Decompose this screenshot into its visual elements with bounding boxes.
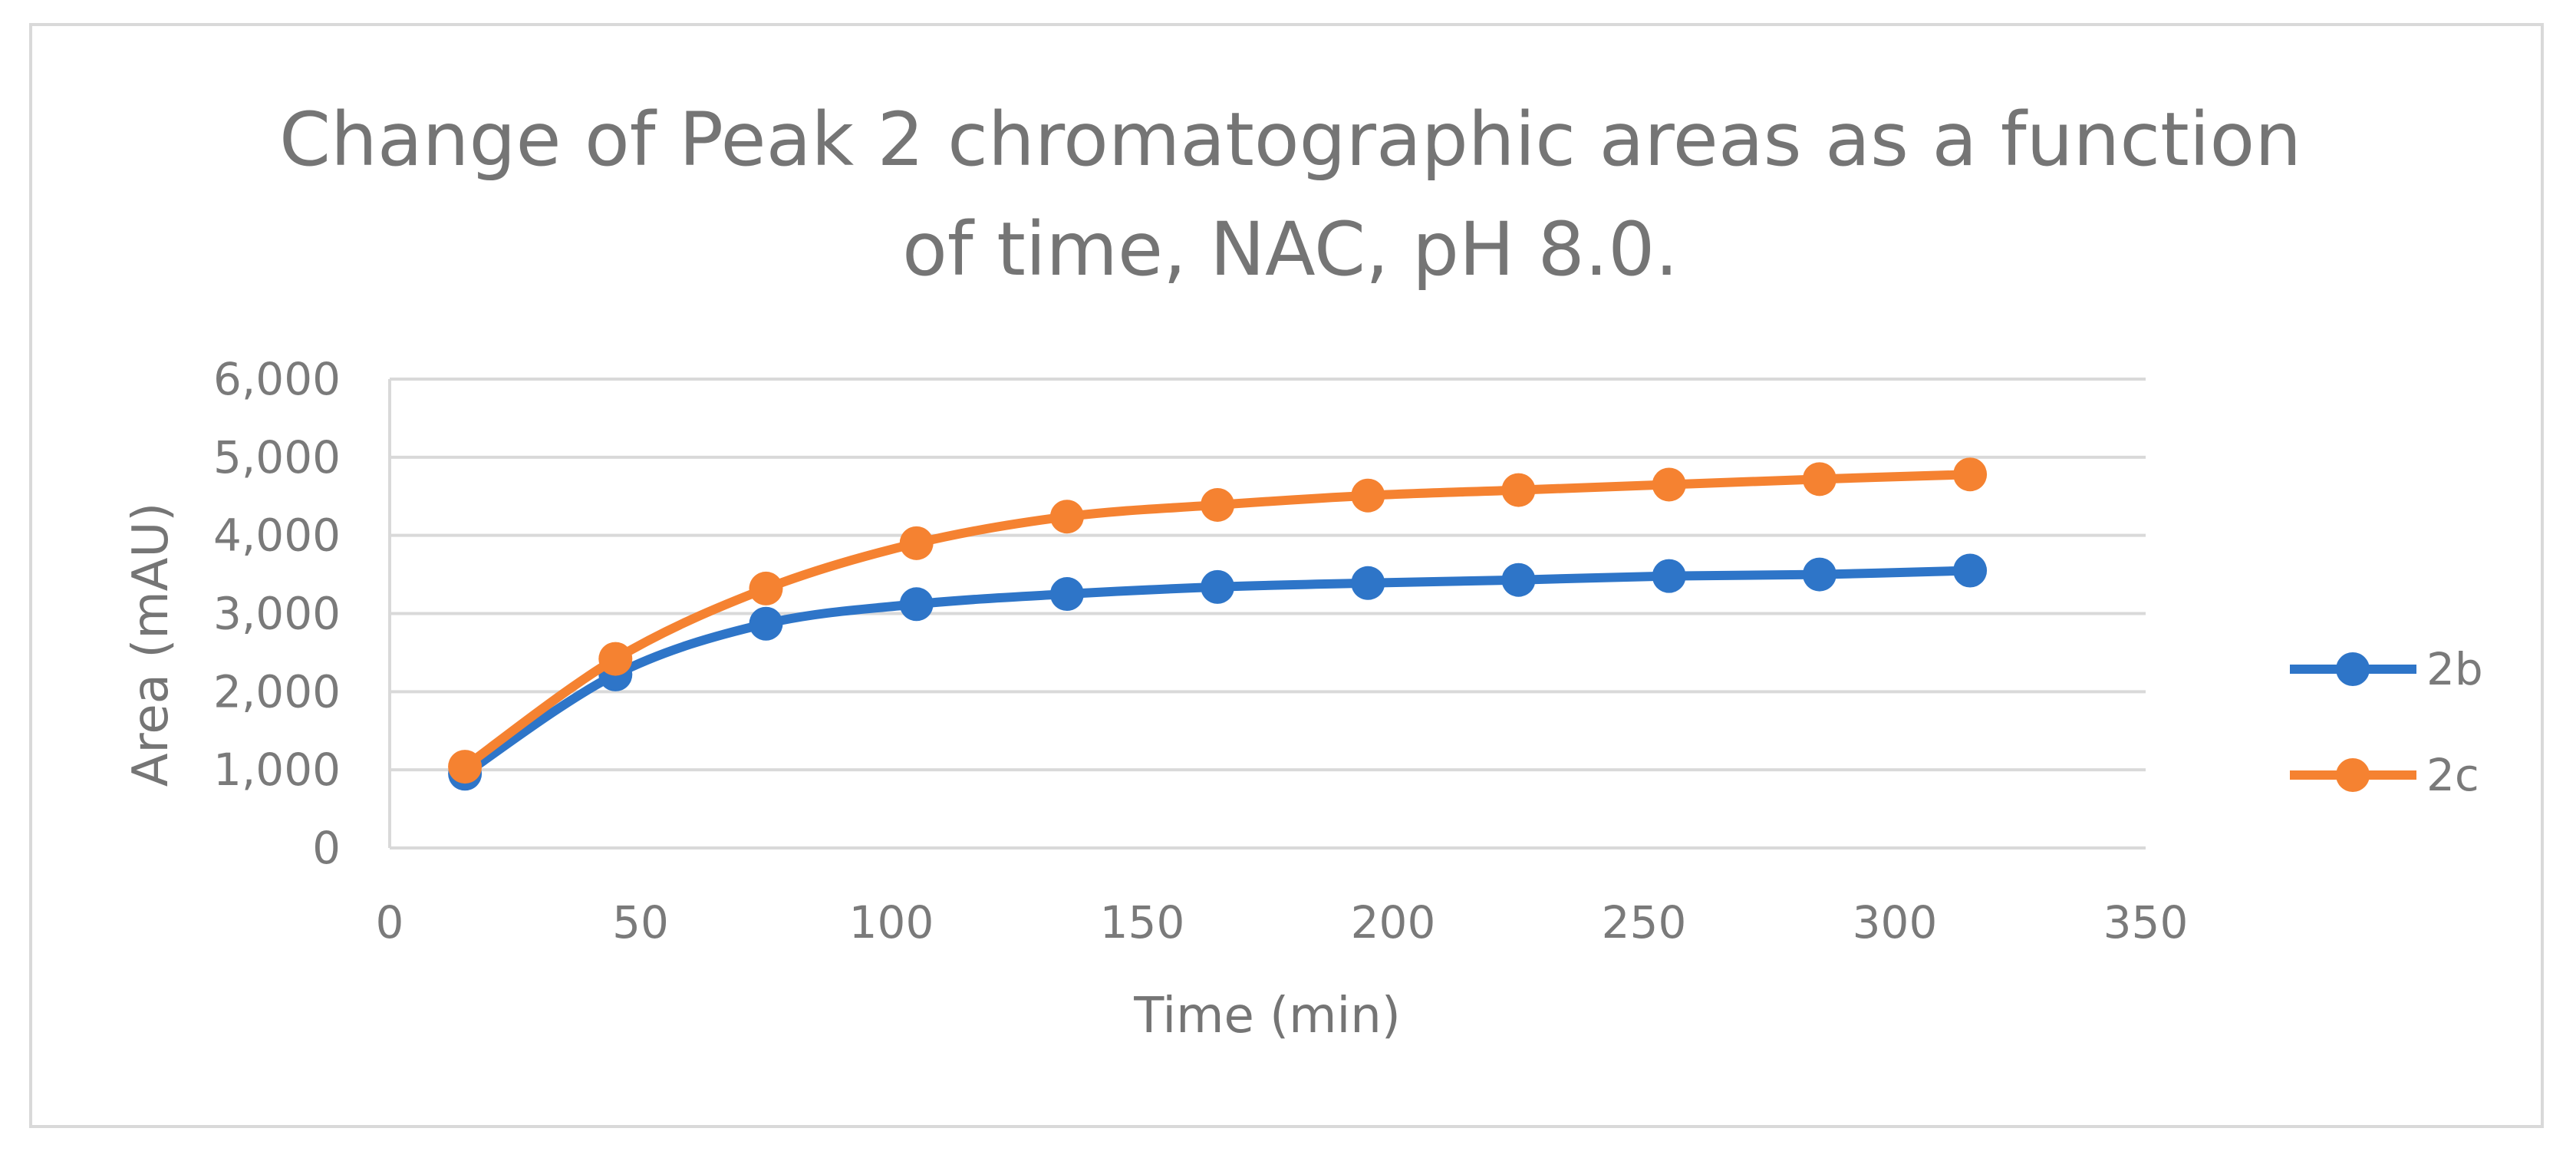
chart-title-line-2: of time, NAC, pH 8.0. — [902, 206, 1678, 292]
series-2b — [448, 553, 1988, 791]
y-tick-label: 6,000 — [213, 353, 341, 405]
legend-item-2c: 2c — [2290, 749, 2479, 801]
x-tick-label: 0 — [376, 896, 404, 949]
data-point-2c — [749, 571, 783, 605]
data-point-2c — [598, 642, 633, 676]
legend-label: 2c — [2426, 749, 2479, 801]
y-tick-label: 5,000 — [213, 431, 341, 483]
data-point-2b — [899, 587, 934, 622]
legend-item-2b: 2b — [2290, 643, 2483, 695]
legend-label: 2b — [2426, 643, 2483, 695]
series-2c — [448, 457, 1988, 784]
x-tick-label: 250 — [1602, 896, 1687, 949]
data-point-2b — [1652, 559, 1686, 593]
chart-frame — [29, 23, 2544, 1128]
y-tick-label: 0 — [312, 822, 341, 874]
legend-marker — [2336, 758, 2370, 792]
data-point-2b — [1351, 566, 1385, 600]
y-tick-label: 4,000 — [213, 510, 341, 562]
data-point-2b — [1049, 577, 1084, 612]
data-point-2b — [749, 606, 783, 641]
data-point-2b — [1501, 563, 1536, 597]
y-axis-title: Area (mAU) — [123, 503, 180, 787]
x-tick-label: 300 — [1853, 896, 1938, 949]
data-point-2c — [1351, 478, 1385, 513]
data-point-2c — [448, 750, 483, 784]
chart-title-line-1: Change of Peak 2 chromatographic areas a… — [279, 97, 2301, 183]
data-point-2c — [1049, 500, 1084, 534]
data-point-2c — [1501, 473, 1536, 507]
data-point-2c — [1652, 467, 1686, 502]
x-tick-label: 200 — [1351, 896, 1436, 949]
x-tick-label: 100 — [849, 896, 934, 949]
data-point-2c — [1201, 487, 1235, 522]
data-point-2c — [1953, 457, 1988, 492]
data-point-2b — [1201, 569, 1235, 604]
legend-marker — [2336, 652, 2370, 686]
data-point-2c — [899, 526, 934, 560]
y-tick-label: 2,000 — [213, 665, 341, 718]
x-tick-label: 150 — [1100, 896, 1185, 949]
y-tick-label: 1,000 — [213, 744, 341, 796]
y-tick-label: 3,000 — [213, 588, 341, 640]
data-point-2b — [1953, 553, 1988, 588]
x-tick-label: 350 — [2103, 896, 2189, 949]
x-axis-title: Time (min) — [1133, 988, 1401, 1044]
data-point-2c — [1802, 462, 1836, 497]
data-point-2b — [1802, 557, 1836, 592]
x-tick-label: 50 — [612, 896, 669, 949]
